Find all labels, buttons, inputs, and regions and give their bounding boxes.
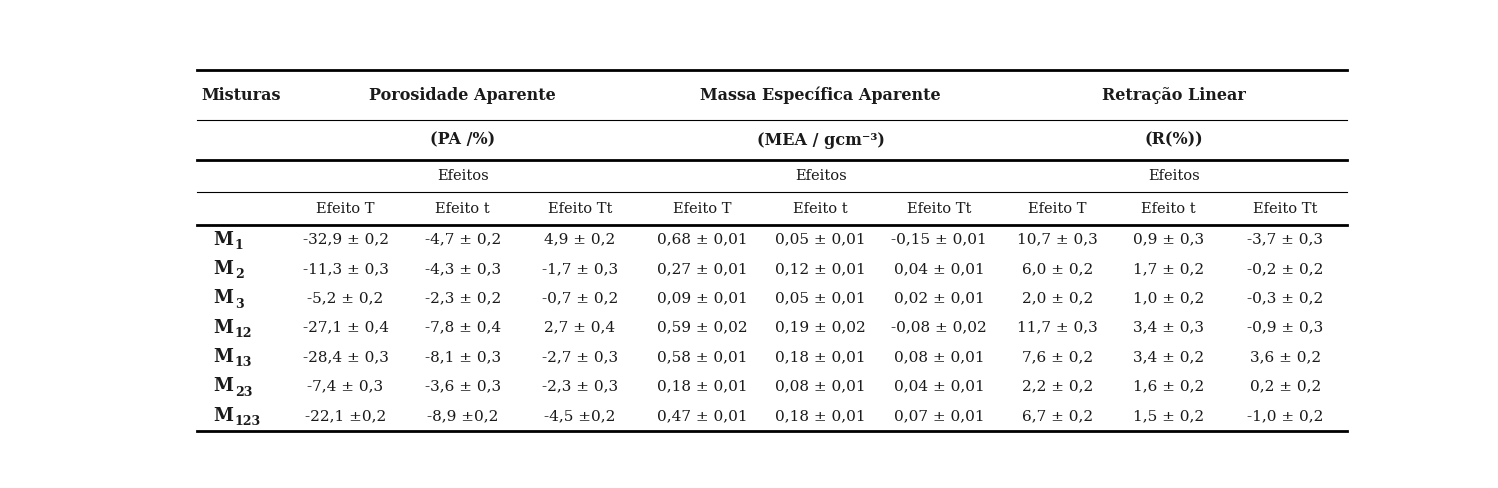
Text: M: M [214,231,234,248]
Text: M: M [214,319,234,337]
Text: (R(%)): (R(%)) [1144,132,1203,148]
Text: 10,7 ± 0,3: 10,7 ± 0,3 [1017,233,1098,246]
Text: 23: 23 [235,386,252,399]
Text: 0,08 ± 0,01: 0,08 ± 0,01 [776,380,866,393]
Text: Retração Linear: Retração Linear [1103,87,1246,103]
Text: -4,3 ± 0,3: -4,3 ± 0,3 [424,262,500,276]
Text: 3,6 ± 0,2: 3,6 ± 0,2 [1249,350,1321,364]
Text: Efeito Tt: Efeito Tt [1252,202,1317,216]
Text: M: M [214,378,234,395]
Text: -0,08 ± 0,02: -0,08 ± 0,02 [891,321,987,335]
Text: 11,7 ± 0,3: 11,7 ± 0,3 [1017,321,1098,335]
Text: -8,9 ±0,2: -8,9 ±0,2 [427,409,499,423]
Text: Efeito t: Efeito t [794,202,848,216]
Text: 3,4 ± 0,3: 3,4 ± 0,3 [1132,321,1204,335]
Text: -28,4 ± 0,3: -28,4 ± 0,3 [303,350,388,364]
Text: Misturas: Misturas [201,87,280,103]
Text: 0,19 ± 0,02: 0,19 ± 0,02 [776,321,866,335]
Text: -2,3 ± 0,2: -2,3 ± 0,2 [424,291,500,305]
Text: 0,08 ± 0,01: 0,08 ± 0,01 [894,350,984,364]
Text: -0,9 ± 0,3: -0,9 ± 0,3 [1248,321,1323,335]
Text: -7,4 ± 0,3: -7,4 ± 0,3 [307,380,383,393]
Text: -1,7 ± 0,3: -1,7 ± 0,3 [542,262,617,276]
Text: 2: 2 [235,268,244,282]
Text: -0,3 ± 0,2: -0,3 ± 0,2 [1248,291,1323,305]
Text: 13: 13 [235,357,252,369]
Text: 4,9 ± 0,2: 4,9 ± 0,2 [544,233,616,246]
Text: 7,6 ± 0,2: 7,6 ± 0,2 [1022,350,1094,364]
Text: -4,5 ±0,2: -4,5 ±0,2 [544,409,616,423]
Text: M: M [214,407,234,425]
Text: 1,7 ± 0,2: 1,7 ± 0,2 [1132,262,1204,276]
Text: 1,5 ± 0,2: 1,5 ± 0,2 [1132,409,1204,423]
Text: Efeito Tt: Efeito Tt [906,202,971,216]
Text: 2,0 ± 0,2: 2,0 ± 0,2 [1022,291,1094,305]
Text: 6,7 ± 0,2: 6,7 ± 0,2 [1022,409,1094,423]
Text: 12: 12 [235,327,252,340]
Text: Porosidade Aparente: Porosidade Aparente [370,87,556,103]
Text: 3,4 ± 0,2: 3,4 ± 0,2 [1132,350,1204,364]
Text: M: M [214,348,234,366]
Text: 1,6 ± 0,2: 1,6 ± 0,2 [1132,380,1204,393]
Text: 2,7 ± 0,4: 2,7 ± 0,4 [544,321,616,335]
Text: 0,2 ± 0,2: 0,2 ± 0,2 [1249,380,1321,393]
Text: -2,7 ± 0,3: -2,7 ± 0,3 [542,350,617,364]
Text: Efeito T: Efeito T [1028,202,1086,216]
Text: 0,09 ± 0,01: 0,09 ± 0,01 [658,291,748,305]
Text: Massa Específica Aparente: Massa Específica Aparente [701,86,941,104]
Text: M: M [214,289,234,307]
Text: 2,2 ± 0,2: 2,2 ± 0,2 [1022,380,1094,393]
Text: 123: 123 [235,415,261,428]
Text: -27,1 ± 0,4: -27,1 ± 0,4 [303,321,388,335]
Text: 0,05 ± 0,01: 0,05 ± 0,01 [776,233,866,246]
Text: -1,0 ± 0,2: -1,0 ± 0,2 [1246,409,1323,423]
Text: 6,0 ± 0,2: 6,0 ± 0,2 [1022,262,1094,276]
Text: -0,15 ± 0,01: -0,15 ± 0,01 [891,233,987,246]
Text: 0,59 ± 0,02: 0,59 ± 0,02 [658,321,748,335]
Text: 0,02 ± 0,01: 0,02 ± 0,01 [894,291,984,305]
Text: -8,1 ± 0,3: -8,1 ± 0,3 [424,350,500,364]
Text: 0,18 ± 0,01: 0,18 ± 0,01 [776,409,866,423]
Text: -3,6 ± 0,3: -3,6 ± 0,3 [424,380,500,393]
Text: 0,05 ± 0,01: 0,05 ± 0,01 [776,291,866,305]
Text: (PA /%): (PA /%) [430,132,496,148]
Text: -5,2 ± 0,2: -5,2 ± 0,2 [307,291,383,305]
Text: -7,8 ± 0,4: -7,8 ± 0,4 [424,321,500,335]
Text: Efeito T: Efeito T [673,202,731,216]
Text: Efeito t: Efeito t [1141,202,1195,216]
Text: M: M [214,260,234,278]
Text: -22,1 ±0,2: -22,1 ±0,2 [306,409,386,423]
Text: 0,9 ± 0,3: 0,9 ± 0,3 [1132,233,1204,246]
Text: -11,3 ± 0,3: -11,3 ± 0,3 [303,262,388,276]
Text: 0,04 ± 0,01: 0,04 ± 0,01 [894,262,984,276]
Text: 0,18 ± 0,01: 0,18 ± 0,01 [658,380,748,393]
Text: -0,2 ± 0,2: -0,2 ± 0,2 [1246,262,1323,276]
Text: 1,0 ± 0,2: 1,0 ± 0,2 [1132,291,1204,305]
Text: 0,68 ± 0,01: 0,68 ± 0,01 [658,233,748,246]
Text: 0,18 ± 0,01: 0,18 ± 0,01 [776,350,866,364]
Text: Efeitos: Efeitos [795,169,846,183]
Text: -2,3 ± 0,3: -2,3 ± 0,3 [542,380,617,393]
Text: 0,07 ± 0,01: 0,07 ± 0,01 [894,409,984,423]
Text: 1: 1 [235,239,244,252]
Text: -0,7 ± 0,2: -0,7 ± 0,2 [542,291,619,305]
Text: 0,04 ± 0,01: 0,04 ± 0,01 [894,380,984,393]
Text: -32,9 ± 0,2: -32,9 ± 0,2 [303,233,388,246]
Text: Efeitos: Efeitos [437,169,488,183]
Text: -4,7 ± 0,2: -4,7 ± 0,2 [424,233,500,246]
Text: 0,12 ± 0,01: 0,12 ± 0,01 [776,262,866,276]
Text: Efeitos: Efeitos [1147,169,1200,183]
Text: (MEA / gcm⁻³): (MEA / gcm⁻³) [756,132,885,148]
Text: -3,7 ± 0,3: -3,7 ± 0,3 [1248,233,1323,246]
Text: 0,47 ± 0,01: 0,47 ± 0,01 [658,409,748,423]
Text: 0,58 ± 0,01: 0,58 ± 0,01 [658,350,748,364]
Text: Efeito Tt: Efeito Tt [548,202,613,216]
Text: Efeito T: Efeito T [316,202,374,216]
Text: 3: 3 [235,298,244,311]
Text: Efeito t: Efeito t [436,202,490,216]
Text: 0,27 ± 0,01: 0,27 ± 0,01 [658,262,748,276]
